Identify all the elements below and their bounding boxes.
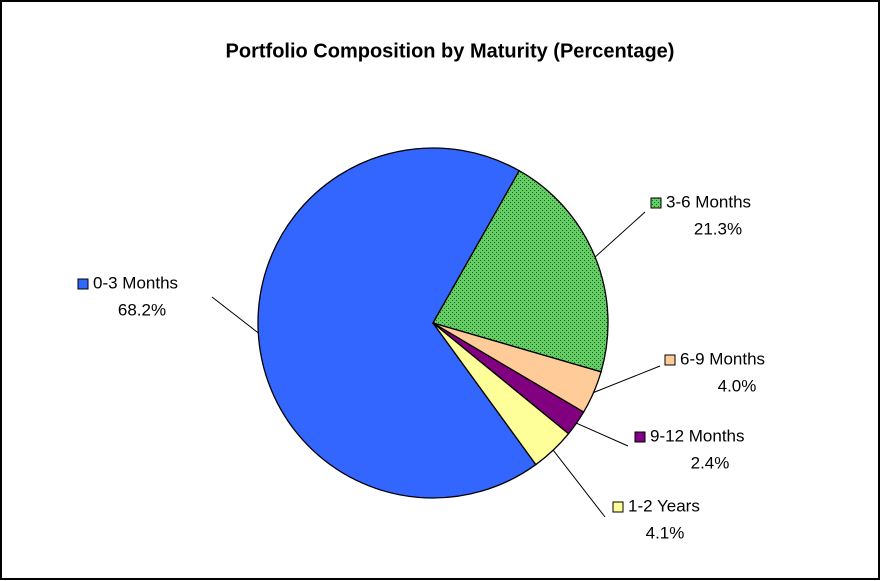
legend-key bbox=[77, 278, 89, 290]
value-label: 4.0% bbox=[718, 376, 757, 395]
slice-label: 1-2 Years bbox=[628, 496, 700, 515]
legend-key bbox=[634, 431, 646, 443]
pie-slice bbox=[257, 147, 537, 499]
chart-title: Portfolio Composition by Maturity (Perce… bbox=[226, 40, 675, 62]
legend-key bbox=[612, 501, 624, 513]
leader-line bbox=[593, 365, 661, 393]
slice-label: 0-3 Months bbox=[93, 273, 178, 292]
legend-key bbox=[650, 197, 662, 209]
leader-line bbox=[211, 296, 259, 334]
pie-slice bbox=[432, 322, 570, 466]
leader-line bbox=[576, 422, 629, 447]
value-label: 2.4% bbox=[691, 453, 730, 472]
value-label: 21.3% bbox=[694, 219, 742, 238]
pie-slice bbox=[432, 169, 609, 373]
slice-label: 6-9 Months bbox=[680, 349, 765, 368]
leader-line bbox=[552, 449, 606, 518]
value-label: 4.1% bbox=[646, 523, 685, 542]
slice-label: 9-12 Months bbox=[650, 426, 745, 445]
legend-key bbox=[664, 354, 676, 366]
slice-label: 3-6 Months bbox=[666, 192, 751, 211]
leader-line bbox=[594, 211, 646, 258]
value-label: 68.2% bbox=[118, 300, 166, 319]
